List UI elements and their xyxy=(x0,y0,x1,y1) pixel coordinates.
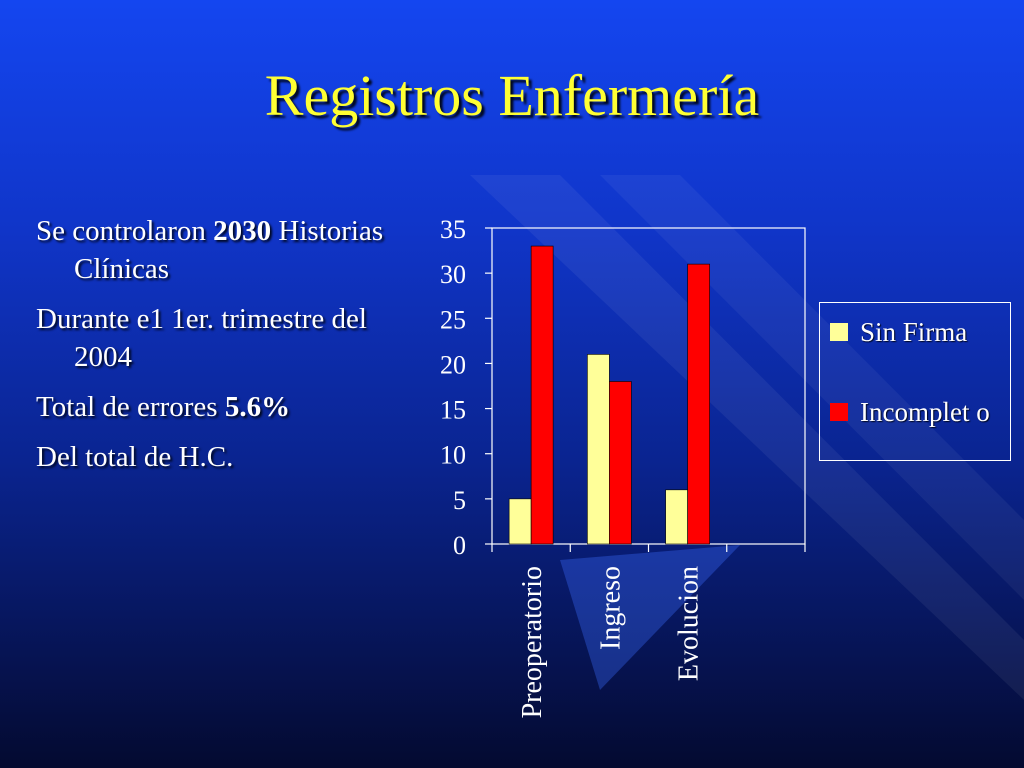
y-tick-label: 10 xyxy=(440,441,466,470)
bullet-bold-value: 5.6% xyxy=(224,391,291,423)
x-tick-label: Ingreso xyxy=(595,566,626,650)
y-tick-label: 25 xyxy=(440,305,466,334)
legend-item-incompleto: Incomplet o xyxy=(830,397,1010,428)
y-tick-label: 0 xyxy=(453,531,466,560)
y-tick-label: 5 xyxy=(453,486,466,515)
bar-sin-firma xyxy=(508,498,532,545)
legend-swatch-sin-firma xyxy=(830,323,848,341)
bullet-item: Del total de H.C. xyxy=(36,438,406,476)
bar-sin-firma xyxy=(665,489,688,545)
legend-label: Sin Firma xyxy=(860,317,968,347)
bullet-list: Se controlaron 2030 Historias Clínicas D… xyxy=(36,212,406,488)
chart-legend: Sin Firma Incomplet o xyxy=(819,302,1011,461)
bullet-item: Durante e1 1er. trimestre del 2004 xyxy=(36,300,406,376)
y-tick-label: 35 xyxy=(440,215,466,244)
bar-incompleto xyxy=(687,263,710,545)
bullet-text: Se controlaron xyxy=(36,215,214,247)
bullet-item: Se controlaron 2030 Historias Clínicas xyxy=(36,212,406,288)
bar-incompleto xyxy=(530,245,554,545)
bullet-text: Total de errores xyxy=(36,391,225,423)
y-tick-label: 20 xyxy=(440,350,466,379)
legend-label: Incomplet o xyxy=(860,397,990,427)
bar-sin-firma xyxy=(587,354,610,545)
bullet-bold-value: 2030 xyxy=(213,215,272,247)
bullet-text: Del total de H.C. xyxy=(36,441,234,473)
bar-incompleto xyxy=(609,381,632,545)
x-tick-label: Evolucion xyxy=(674,566,705,681)
legend-item-sin-firma: Sin Firma xyxy=(830,317,1010,348)
legend-swatch-incompleto xyxy=(830,403,848,421)
x-tick-label: Preoperatorio xyxy=(517,566,548,718)
bullet-text: Durante e1 1er. trimestre del 2004 xyxy=(36,303,367,373)
y-tick-label: 30 xyxy=(440,260,466,289)
bullet-text: Historias Clínicas xyxy=(74,215,384,285)
bullet-item: Total de errores 5.6% xyxy=(36,388,406,426)
y-tick-label: 15 xyxy=(440,396,466,425)
slide-title: Registros Enfermería xyxy=(264,63,760,128)
